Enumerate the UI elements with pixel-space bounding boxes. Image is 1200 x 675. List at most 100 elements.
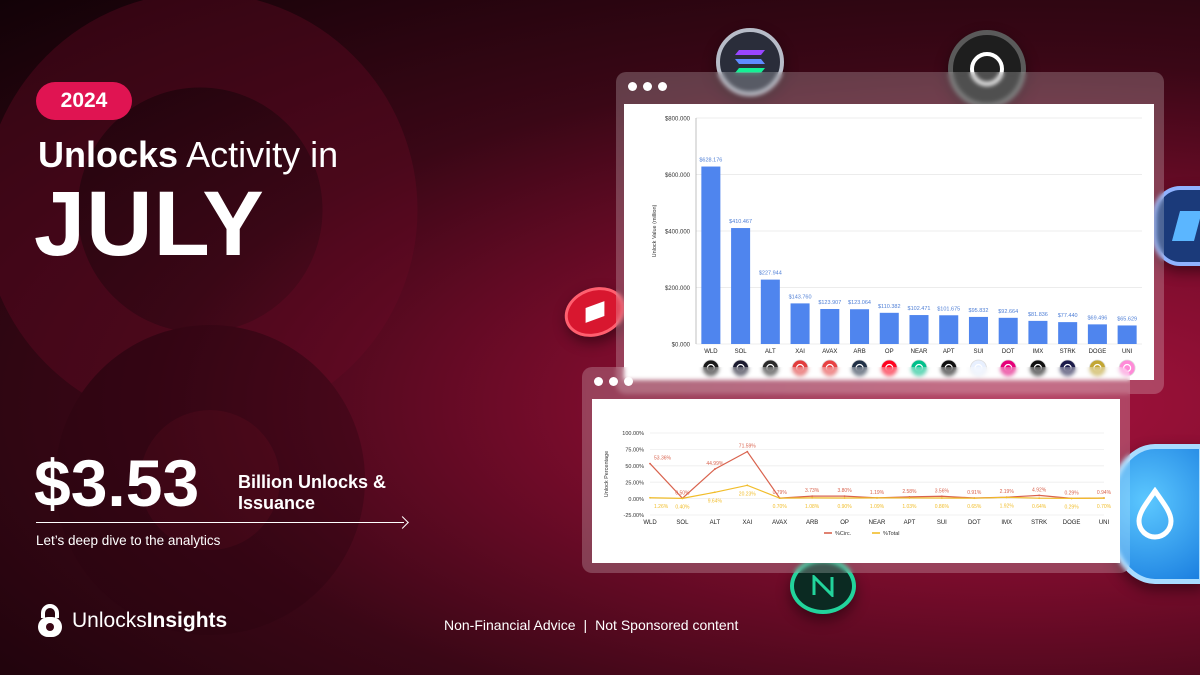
x-tick-label: XAI xyxy=(795,349,805,355)
window-controls xyxy=(628,82,667,91)
bar xyxy=(790,303,810,344)
data-label: 0.40% xyxy=(675,504,690,510)
data-label: 2.19% xyxy=(1000,489,1015,495)
sui-logo-icon xyxy=(1136,487,1174,540)
data-label: 0.91% xyxy=(967,490,982,496)
data-point xyxy=(778,497,781,500)
legend-label: %Total xyxy=(883,531,900,537)
y-tick-label: 0.00% xyxy=(628,497,644,503)
bar-value-label: $123.064 xyxy=(848,300,871,306)
data-point xyxy=(843,497,846,499)
bar-value-label: $143.760 xyxy=(789,294,812,300)
x-tick-label: WLD xyxy=(704,349,718,355)
y-tick-label: -25.00% xyxy=(624,513,645,519)
bar xyxy=(1117,325,1137,344)
data-label: 1.03% xyxy=(902,504,917,510)
bar xyxy=(850,309,870,344)
x-tick-label: DOT xyxy=(1002,349,1015,355)
legend-label: %Circ. xyxy=(835,531,852,537)
x-tick-label: UNI xyxy=(1099,520,1110,526)
x-tick-label: STRK xyxy=(1031,520,1047,526)
x-tick-label: IMX xyxy=(1001,520,1012,526)
lock-icon xyxy=(38,604,62,637)
data-point xyxy=(1070,497,1073,500)
x-tick-label: SUI xyxy=(937,520,947,526)
bar-value-label: $69.496 xyxy=(1087,315,1107,321)
disclaimer-separator: | xyxy=(583,617,588,633)
data-point xyxy=(746,484,749,487)
x-tick-label: DOGE xyxy=(1089,349,1107,355)
data-label: 1.92% xyxy=(1000,503,1015,509)
x-tick-label: AVAX xyxy=(772,520,787,526)
bar-value-label: $628.176 xyxy=(699,158,722,164)
window-dot-icon xyxy=(594,377,603,386)
window-dot-icon xyxy=(658,82,667,91)
line-chart-panel: -25.00% 0.00% 25.00% 50.00% 75.00% 100.00% Unl… xyxy=(592,399,1120,563)
bar xyxy=(1028,320,1048,344)
bar-chart-panel: $0.000 $200.000 $400.000 $600.000 $800.000 Un… xyxy=(624,104,1154,380)
y-axis-label: Unlock Percentage xyxy=(604,451,610,497)
window-dot-icon xyxy=(643,82,652,91)
token-logo-mark-icon xyxy=(585,301,605,323)
x-tick-label: STRK xyxy=(1060,349,1076,355)
bar xyxy=(968,316,988,344)
x-tick-label: SUI xyxy=(973,349,983,355)
bar xyxy=(1058,322,1078,344)
data-point xyxy=(811,496,814,499)
data-label: 0.65% xyxy=(967,504,982,510)
x-tick-label: OP xyxy=(840,520,849,526)
amount-label: Billion Unlocks & Issuance xyxy=(238,472,387,513)
data-label: 3.56% xyxy=(935,488,950,494)
data-label: 1.09% xyxy=(870,504,885,510)
arrow-line xyxy=(36,522,404,523)
data-point xyxy=(811,495,814,498)
headline-rest: Activity in xyxy=(178,134,339,175)
bar-value-label: $123.907 xyxy=(818,300,841,306)
data-point xyxy=(1038,494,1041,497)
y-axis-label: Unlock Value (million) xyxy=(652,204,658,257)
background-lock-logo xyxy=(0,0,418,635)
bar xyxy=(760,279,780,344)
data-point xyxy=(940,495,943,498)
data-point xyxy=(940,497,943,499)
bar-value-label: $65.629 xyxy=(1117,316,1137,322)
bar-value-label: $92.664 xyxy=(998,309,1018,315)
near-logo-icon xyxy=(812,575,834,597)
brand-name-bold: Insights xyxy=(146,609,228,632)
x-tick-label: ARB xyxy=(806,520,818,526)
data-label: 1.08% xyxy=(805,504,820,510)
disclaimer-left: Non-Financial Advice xyxy=(444,617,576,633)
data-label: 20.23% xyxy=(739,491,757,497)
bar-value-label: $77.440 xyxy=(1058,313,1078,319)
data-point xyxy=(908,497,911,499)
bar-value-label: $95.832 xyxy=(969,308,989,314)
cta-text: Let’s deep dive to the analytics xyxy=(36,533,221,548)
bar xyxy=(939,315,959,344)
y-tick-label: 50.00% xyxy=(625,464,644,470)
x-tick-label: XAI xyxy=(742,520,752,526)
bar xyxy=(879,312,899,344)
disclaimer: Non-Financial Advice | Not Sponsored conte… xyxy=(444,617,738,633)
bar-value-label: $102.471 xyxy=(908,306,931,312)
data-label: 3.80% xyxy=(837,488,852,494)
data-label: 0.94% xyxy=(1097,490,1112,496)
x-tick-label: OP xyxy=(885,349,894,355)
window-dot-icon xyxy=(628,82,637,91)
data-point xyxy=(876,496,878,499)
data-label: 2.58% xyxy=(902,489,917,495)
data-label: 3.73% xyxy=(805,488,820,494)
x-tick-label: WLD xyxy=(643,520,657,526)
line-chart-window: -25.00% 0.00% 25.00% 50.00% 75.00% 100.00% Unl… xyxy=(582,367,1130,573)
total-amount: $3.53 xyxy=(34,446,200,520)
x-tick-label: NEAR xyxy=(911,349,928,355)
data-point xyxy=(1038,497,1041,500)
headline-bold: Unlocks xyxy=(38,134,179,175)
data-label: 53.36% xyxy=(654,456,672,462)
data-point xyxy=(713,491,716,494)
x-tick-label: UNI xyxy=(1122,349,1133,355)
data-label: 0.64% xyxy=(1032,504,1047,510)
brand-name-regular: Unlocks xyxy=(72,609,147,632)
window-dot-icon xyxy=(624,377,633,386)
y-tick-label: 75.00% xyxy=(625,448,644,454)
y-tick-label: $800.000 xyxy=(665,117,691,123)
